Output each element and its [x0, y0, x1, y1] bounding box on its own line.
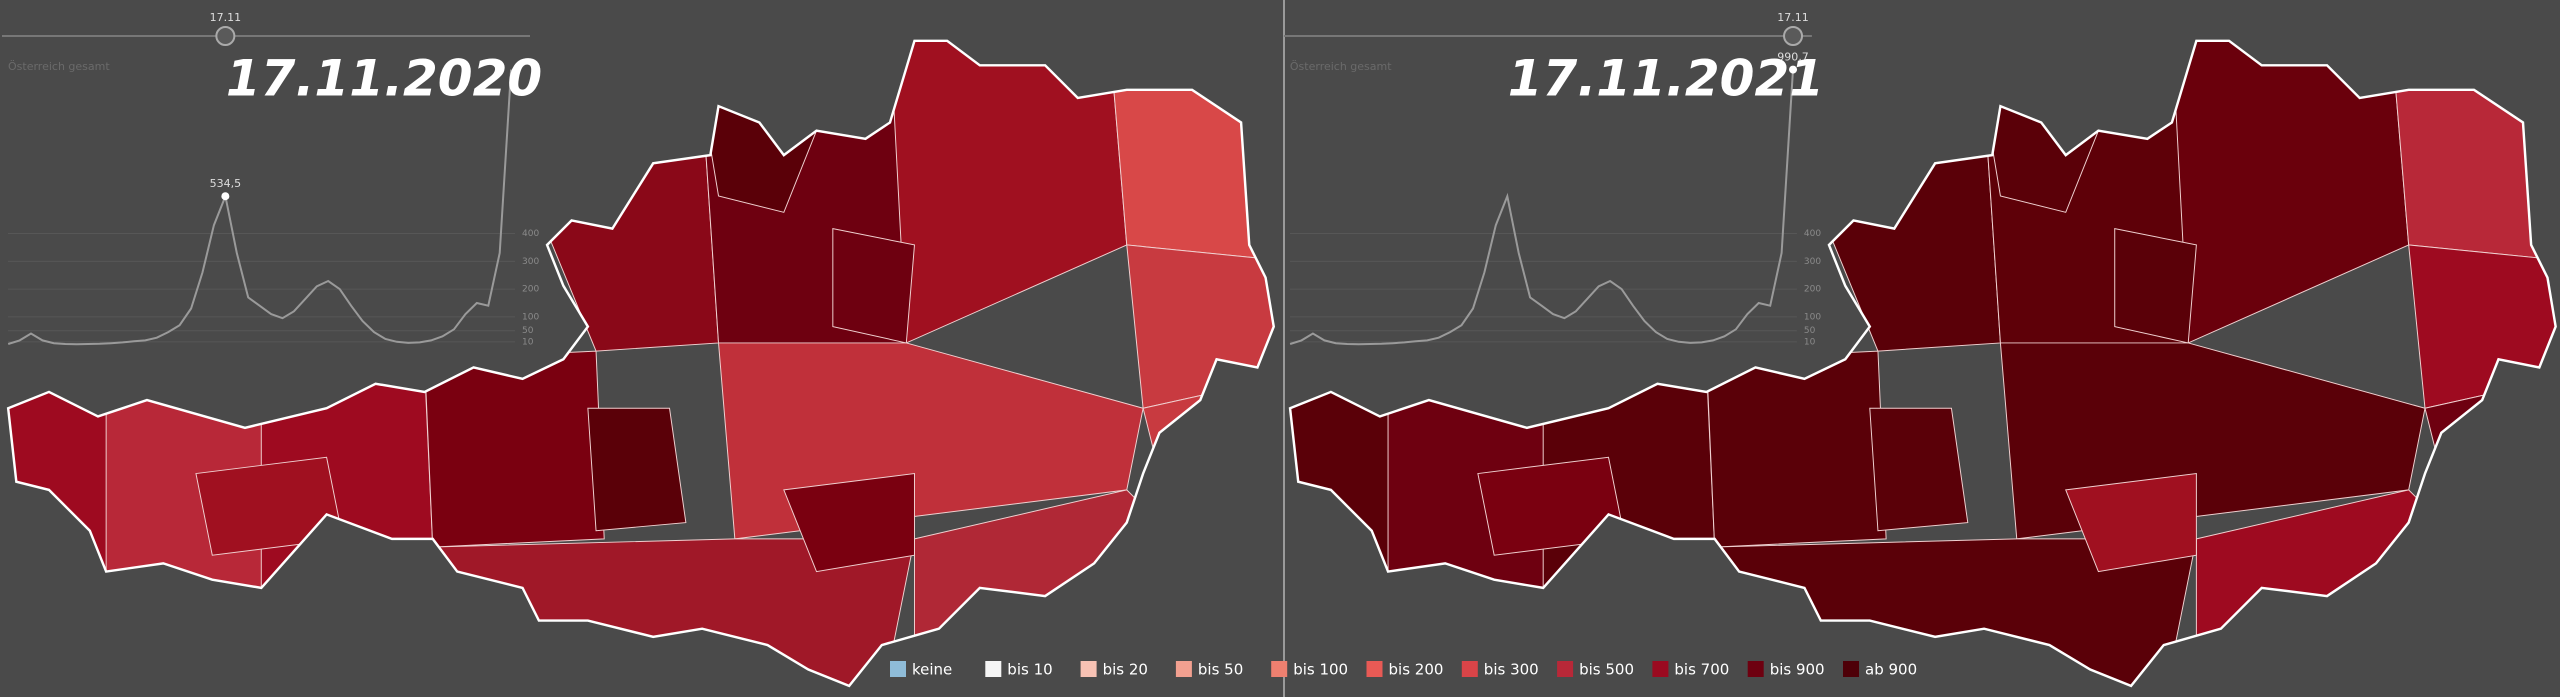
legend-swatch — [1461, 661, 1478, 677]
y-tick-label: 10 — [522, 337, 534, 347]
district — [2114, 228, 2197, 344]
district — [832, 228, 916, 344]
y-tick-label: 300 — [522, 257, 539, 267]
legend-swatch — [1557, 661, 1574, 677]
legend-swatch — [1652, 661, 1669, 677]
y-tick-label: 50 — [522, 326, 534, 336]
legend-swatch — [1843, 661, 1859, 677]
legend-swatch — [1271, 661, 1288, 677]
slider-handle — [1783, 26, 1804, 46]
legend-label: bis 300 — [1484, 661, 1539, 679]
y-tick-label: 200 — [1804, 285, 1821, 295]
date-title: 17.11.2020 — [226, 50, 542, 108]
slider-handle — [215, 26, 236, 46]
legend-swatch — [985, 661, 1002, 677]
legend-label: bis 50 — [1198, 661, 1243, 679]
y-tick-label: 300 — [1804, 257, 1821, 267]
legend-swatch — [1080, 661, 1097, 677]
region-label: Österreich gesamt — [8, 60, 110, 73]
legend-swatch — [1366, 661, 1383, 677]
legend-swatch — [890, 661, 906, 677]
timeline-line — [1289, 69, 1794, 346]
legend-swatch — [1747, 661, 1764, 677]
region-label: Österreich gesamt — [1290, 60, 1392, 73]
legend-label: bis 200 — [1389, 661, 1444, 679]
y-tick-label: 400 — [522, 229, 539, 239]
y-tick-label: 400 — [1804, 229, 1821, 239]
legend-label: ab 900 — [1865, 661, 1917, 679]
y-tick-label: 200 — [522, 285, 539, 295]
district — [1705, 350, 1887, 548]
legend-label: keine — [912, 661, 952, 679]
legend-swatch — [1175, 661, 1192, 677]
legend-label: bis 900 — [1770, 661, 1825, 679]
y-tick-label: 50 — [1804, 326, 1816, 336]
y-tick-label: 100 — [1804, 312, 1821, 322]
timeline-marker — [221, 192, 230, 201]
marker-label: 990,7 — [1777, 51, 1809, 64]
legend-label: bis 10 — [1007, 661, 1052, 679]
district — [587, 407, 687, 532]
date-title: 17.11.2021 — [1508, 50, 1824, 108]
y-tick-label: 100 — [522, 312, 539, 322]
district — [783, 473, 915, 573]
slider-label: 17.11 — [210, 11, 242, 24]
legend-label: bis 500 — [1579, 661, 1634, 679]
y-tick-label: 10 — [1804, 337, 1816, 347]
marker-label: 534,5 — [210, 177, 242, 190]
slider-label: 17.11 — [1777, 11, 1809, 24]
legend-label: bis 700 — [1674, 661, 1729, 679]
legend-label: bis 20 — [1103, 661, 1148, 679]
timeline-marker — [1789, 65, 1798, 74]
legend-label: bis 100 — [1293, 661, 1348, 679]
district — [2065, 473, 2197, 573]
district — [1869, 407, 1969, 532]
district — [424, 350, 605, 548]
timeline-line — [7, 69, 513, 346]
